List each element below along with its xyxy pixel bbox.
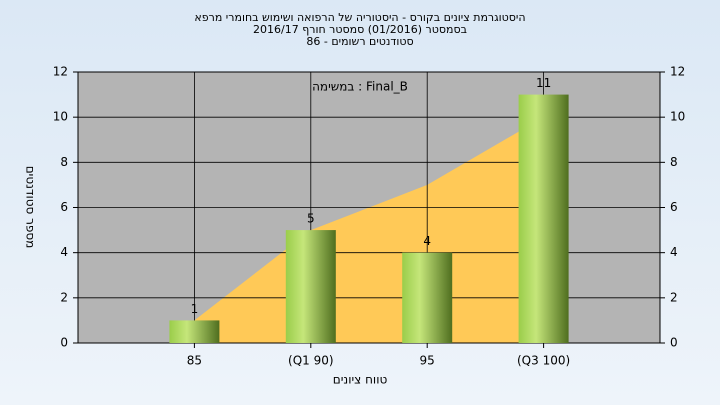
y-tick-label: 6 bbox=[60, 200, 68, 214]
value-label: 4 bbox=[423, 234, 431, 248]
y-tick-label: 10 bbox=[53, 110, 68, 124]
value-label: 11 bbox=[536, 76, 551, 90]
y2-tick-label: 6 bbox=[670, 200, 678, 214]
y-tick-label: 12 bbox=[53, 65, 68, 79]
y-axis-label: מספר סטודנטים bbox=[24, 166, 38, 249]
x-tick-label: 85 bbox=[187, 354, 202, 368]
y2-tick-label: 8 bbox=[670, 155, 678, 169]
y2-tick-label: 10 bbox=[670, 110, 685, 124]
annotation: במשימה : Final_B bbox=[312, 80, 408, 94]
title-line: בסמסטר (01/2016) סמסטר חורף 2016/17 bbox=[253, 23, 467, 36]
area bbox=[194, 117, 544, 344]
y2-tick-label: 12 bbox=[670, 65, 685, 79]
value-label: 1 bbox=[191, 302, 199, 316]
x-tick-label: 95 bbox=[420, 354, 435, 368]
y-tick-label: 8 bbox=[60, 155, 68, 169]
y2-tick-label: 0 bbox=[670, 336, 678, 350]
bar bbox=[169, 320, 220, 343]
x-tick-label: (Q3 100) bbox=[517, 354, 570, 368]
title-line: סטודנטים רשומים - 86 bbox=[306, 35, 413, 48]
value-label: 5 bbox=[307, 212, 315, 226]
bar bbox=[518, 94, 569, 343]
bar bbox=[285, 230, 336, 343]
x-tick-label: (Q1 90) bbox=[288, 354, 334, 368]
y-tick-label: 0 bbox=[60, 336, 68, 350]
bar bbox=[402, 252, 453, 343]
title-line: היסטוגרמת ציונים בקורס - היסטוריה של הרפ… bbox=[194, 11, 525, 24]
y-tick-label: 4 bbox=[60, 245, 68, 259]
y2-tick-label: 2 bbox=[670, 290, 678, 304]
y2-tick-label: 4 bbox=[670, 245, 678, 259]
y-tick-label: 2 bbox=[60, 290, 68, 304]
x-axis-label: טווח ציונים bbox=[333, 373, 388, 387]
plot-border bbox=[77, 71, 661, 344]
